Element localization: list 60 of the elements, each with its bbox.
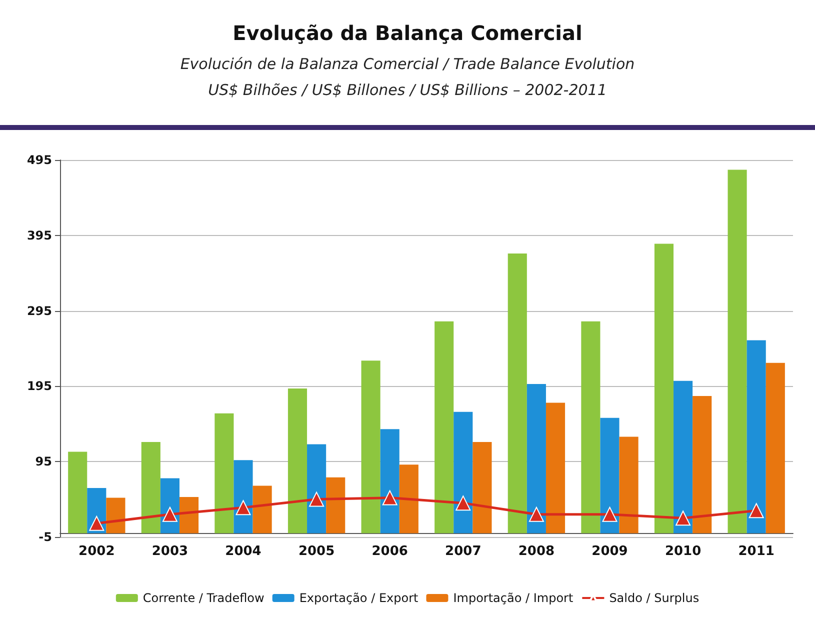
bar — [472, 442, 492, 534]
bar — [728, 170, 747, 534]
bar — [68, 452, 88, 534]
x-tick-label: 2002 — [78, 544, 115, 559]
bar — [508, 253, 527, 534]
bar — [766, 362, 785, 534]
point — [162, 506, 178, 522]
bar — [674, 380, 693, 534]
bar — [326, 477, 346, 534]
bar — [619, 436, 638, 534]
chart-title: Evolução da Balança Comercial — [232, 21, 582, 45]
bar — [234, 460, 253, 534]
legend-label: Exportação / Export — [299, 591, 419, 605]
point — [456, 496, 471, 511]
point — [676, 510, 691, 526]
bar — [214, 413, 234, 534]
chart-subtitle: Evolución de la Balanza Comercial / Trade Balance Evolution US$ Bilhões / US$ Billones / US$ Billions – 2002-2011 — [180, 55, 635, 99]
x-tick-label: 2003 — [152, 544, 188, 559]
bar — [600, 418, 620, 534]
bar — [141, 442, 160, 534]
x-tick-label: 2011 — [738, 544, 774, 559]
x-tick-label: 2006 — [372, 544, 408, 559]
bar — [380, 429, 400, 534]
bar — [654, 244, 674, 534]
x-tick-label: 2004 — [225, 544, 262, 559]
legend-label: Saldo / Surplus — [609, 591, 700, 605]
bar — [307, 444, 326, 534]
point — [89, 516, 104, 531]
point — [602, 506, 618, 522]
bar — [692, 396, 712, 534]
point — [748, 503, 764, 518]
bar — [746, 340, 766, 534]
y-tick-label: -5 — [38, 530, 52, 544]
y-tick-label: 195 — [26, 379, 52, 394]
bar — [252, 486, 272, 534]
bar — [454, 412, 473, 534]
bar — [434, 321, 454, 534]
point — [309, 492, 324, 507]
y-tick-label: 395 — [26, 228, 52, 242]
legend-label: Importação / Import — [453, 591, 574, 605]
bar — [106, 498, 126, 534]
point — [236, 500, 251, 516]
point — [382, 490, 398, 506]
x-tick-label: 2007 — [445, 544, 482, 559]
y-tick-label: 295 — [26, 304, 52, 318]
y-tick-label: 95 — [35, 454, 52, 469]
legend-label: Corrente / Tradeflow — [142, 591, 265, 605]
x-tick-label: 2010 — [664, 544, 702, 559]
bar — [526, 384, 546, 534]
bar — [361, 360, 380, 534]
point — [528, 506, 544, 522]
bar — [399, 464, 418, 534]
x-tick-label: 2008 — [518, 544, 555, 559]
bar — [288, 388, 308, 534]
bar — [546, 402, 566, 534]
bar — [179, 497, 199, 534]
bar — [581, 321, 600, 534]
y-tick-label: 495 — [26, 153, 52, 167]
x-tick-label: 2009 — [592, 544, 628, 559]
x-tick-label: 2005 — [298, 544, 335, 559]
